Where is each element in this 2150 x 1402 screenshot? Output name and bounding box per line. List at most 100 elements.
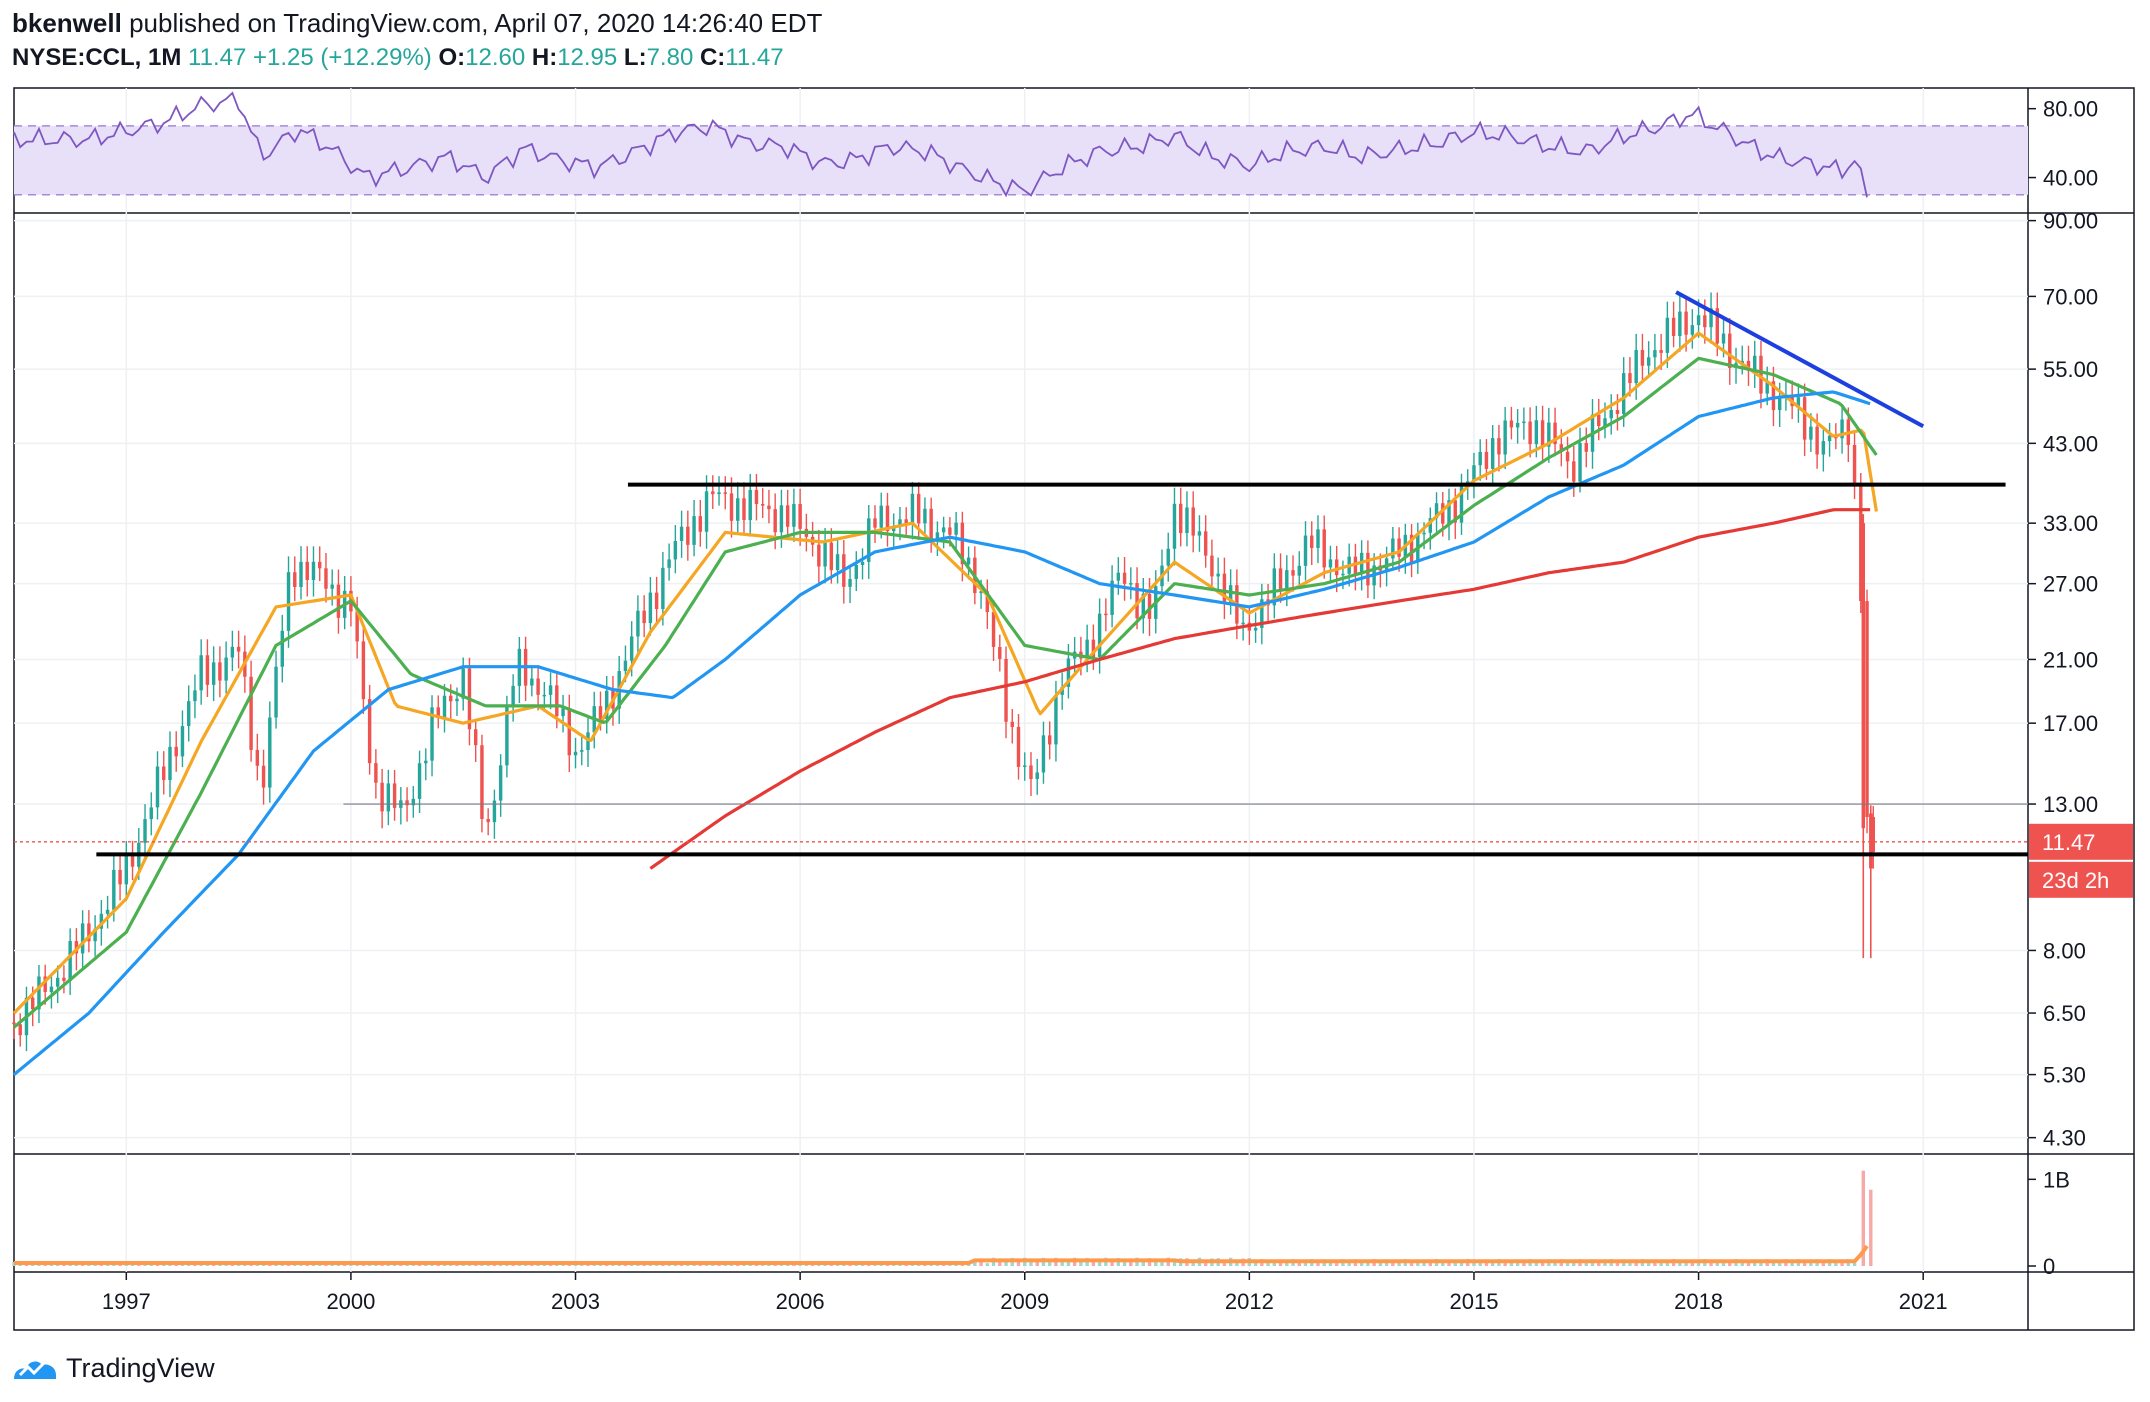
candle-body — [1285, 570, 1289, 590]
candle-body — [1047, 735, 1052, 745]
candle-body — [1634, 349, 1638, 384]
candle-body — [848, 578, 852, 587]
candle-body — [1434, 503, 1439, 519]
candle-body — [1241, 622, 1245, 625]
candle-body — [80, 923, 85, 954]
candle-body — [536, 678, 540, 695]
candle-body — [280, 630, 284, 667]
volume-bar — [1160, 1259, 1164, 1266]
candle-body — [773, 509, 777, 533]
candle-body — [729, 493, 734, 521]
candle-body — [1222, 573, 1227, 604]
close-label: C: — [699, 44, 726, 71]
footer[interactable]: TradingView — [12, 1346, 215, 1390]
candle-body — [567, 708, 572, 756]
price-tick-label: 55.00 — [2043, 357, 2098, 382]
candle-body — [754, 489, 759, 505]
candle-body — [268, 717, 272, 788]
publish-text: published on TradingView.com, April 07, … — [129, 8, 823, 38]
candle-body — [68, 941, 72, 981]
candle-body — [717, 492, 721, 495]
candle-body — [118, 869, 122, 885]
volume-bar — [1790, 1261, 1794, 1266]
volume-bar — [1035, 1258, 1039, 1266]
candle-body — [255, 749, 260, 766]
x-tick-label: 2006 — [776, 1289, 825, 1314]
candle-body — [492, 800, 497, 823]
volume-bar — [1016, 1260, 1021, 1266]
candle-body — [305, 561, 309, 580]
candle-body — [274, 666, 278, 718]
candle-body — [1272, 568, 1277, 606]
candle-body — [1054, 694, 1058, 745]
volume-tick-label: 1B — [2043, 1167, 2070, 1192]
candle-body — [205, 655, 210, 685]
candle-body — [311, 561, 316, 580]
candle-body — [642, 610, 646, 624]
candle-body — [1228, 585, 1233, 604]
chart-canvas[interactable]: 1997 2000 2003 2006 2009 2012 2015 2018 2021 90.0… — [0, 0, 2150, 1340]
candle-body — [823, 542, 827, 567]
candle-body — [1453, 500, 1457, 523]
candle-body — [1603, 418, 1607, 427]
last-price: 11.47 — [188, 44, 247, 71]
candle-body — [367, 699, 372, 764]
candle-body — [898, 519, 902, 526]
candle-body — [829, 542, 834, 571]
candle-body — [742, 498, 746, 521]
candle-body — [1646, 357, 1651, 366]
candle-body — [661, 567, 665, 610]
rsi-band — [14, 125, 2028, 195]
candle-body — [1696, 315, 1701, 326]
candle-body — [692, 516, 696, 545]
candle-body — [1023, 765, 1027, 767]
candle-body — [1122, 572, 1127, 584]
candle-body — [954, 522, 958, 535]
candle-body — [392, 783, 397, 808]
author-name[interactable]: bkenwell — [12, 8, 122, 38]
volume-bar — [1503, 1260, 1507, 1266]
candle-body — [1185, 507, 1189, 534]
candle-body — [916, 493, 921, 524]
candle-body — [935, 532, 940, 540]
candle-body — [1584, 443, 1588, 452]
candle-body — [1484, 451, 1489, 469]
candle-body — [293, 572, 297, 588]
candle-body — [1135, 583, 1139, 619]
candle-body — [966, 557, 971, 565]
countdown-label: 23d 2h — [2042, 868, 2109, 893]
ma-red-line — [649, 508, 1871, 870]
candle-body — [1869, 813, 1873, 869]
candle-body — [224, 657, 228, 681]
candle-body — [449, 695, 453, 702]
price-tick-label: 4.30 — [2043, 1126, 2086, 1151]
ma-yellow-line — [12, 331, 1878, 1015]
candle-body — [1777, 397, 1782, 411]
downtrend-line — [1675, 290, 1925, 429]
candle-body — [99, 913, 104, 929]
volume-bar — [1634, 1260, 1638, 1266]
volume-bar — [1378, 1261, 1383, 1266]
candle-body — [1503, 420, 1507, 455]
candle-body — [405, 800, 409, 806]
candle-body — [1366, 552, 1370, 586]
candle-body — [885, 505, 890, 532]
candle-body — [511, 685, 515, 708]
ma-blue-line — [12, 390, 1871, 1076]
candle-body — [686, 526, 690, 545]
candle-body — [1310, 535, 1314, 548]
candle-body — [985, 591, 990, 613]
candle-body — [130, 855, 135, 867]
candle-body — [324, 568, 328, 589]
candle-body — [904, 519, 908, 524]
candle-body — [1640, 349, 1645, 366]
candle-body — [261, 765, 266, 788]
candle-body — [417, 763, 422, 799]
candle-body — [1715, 308, 1720, 344]
symbol-label[interactable]: NYSE:CCL, 1M — [12, 44, 182, 71]
candle-body — [767, 505, 771, 510]
candle-body — [1609, 410, 1613, 419]
candle-body — [1522, 421, 1526, 424]
price-tick-label: 33.00 — [2043, 511, 2098, 536]
candle-body — [1147, 593, 1152, 619]
